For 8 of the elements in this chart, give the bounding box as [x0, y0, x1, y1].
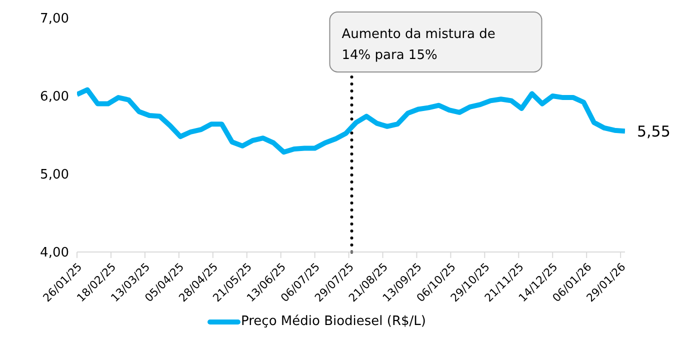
legend-label: Preço Médio Biodiesel (R$/L) — [241, 314, 426, 329]
ref-line-label: Aumento da mistura de 14% para 15% — [342, 27, 496, 63]
y-tick-label: 4,00 — [40, 246, 69, 261]
data-label: 5,55 — [637, 122, 670, 140]
y-tick-label: 7,00 — [40, 12, 69, 27]
callout-box: Aumento da mistura de 14% para 15% — [329, 12, 542, 72]
y-tick-label: 5,00 — [40, 168, 69, 183]
y-tick-label: 6,00 — [40, 90, 69, 105]
